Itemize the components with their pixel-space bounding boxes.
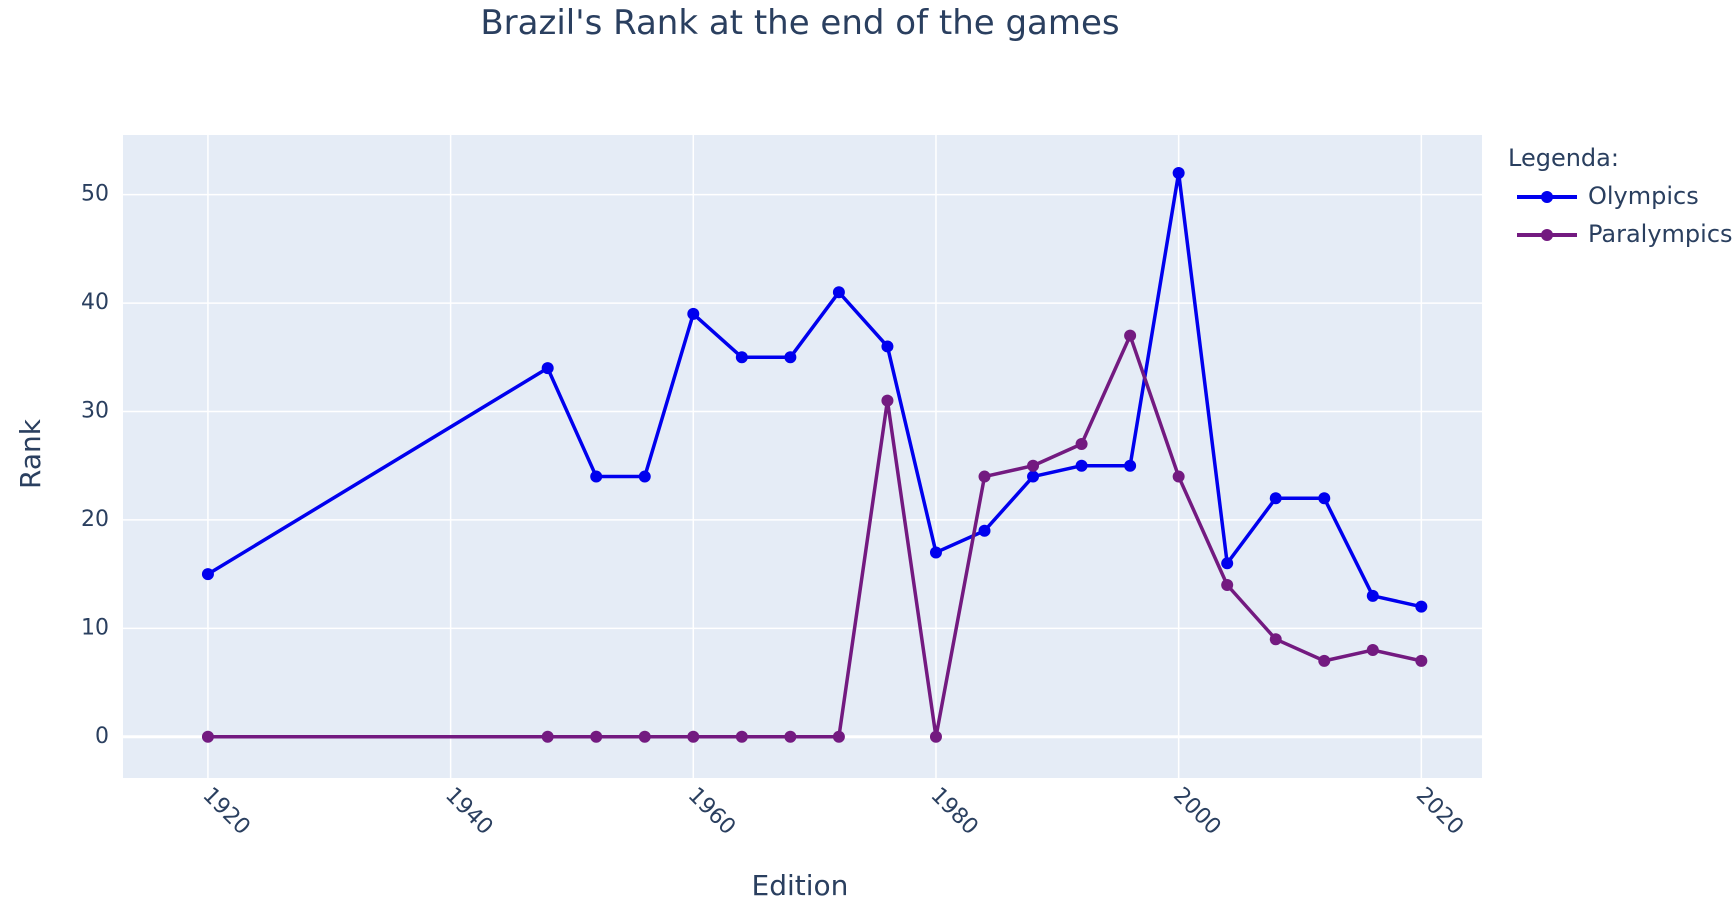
- data-point-paralympics: [735, 730, 748, 743]
- data-point-paralympics: [1366, 644, 1379, 657]
- data-point-olympics: [1221, 557, 1234, 570]
- data-point-paralympics: [201, 730, 214, 743]
- y-tick-label: 40: [81, 290, 109, 315]
- data-point-olympics: [1027, 470, 1040, 483]
- data-point-olympics: [590, 470, 603, 483]
- data-point-paralympics: [832, 730, 845, 743]
- data-point-olympics: [784, 351, 797, 364]
- y-gridlines: [123, 193, 1482, 630]
- data-point-olympics: [1075, 459, 1088, 472]
- legend-item-olympics[interactable]: Olympics: [1517, 182, 1699, 210]
- legend-swatch-marker: [1541, 191, 1553, 203]
- legend-swatch-marker: [1541, 229, 1553, 241]
- y-axis-ticks: 0 10 20 30 40 50: [81, 182, 109, 749]
- data-point-olympics: [735, 351, 748, 364]
- data-point-paralympics: [1318, 654, 1331, 667]
- data-point-paralympics: [1172, 470, 1185, 483]
- data-point-paralympics: [590, 730, 603, 743]
- data-point-paralympics: [541, 730, 554, 743]
- data-point-paralympics: [1027, 459, 1040, 472]
- y-tick-label: 30: [81, 399, 109, 424]
- data-point-paralympics: [1415, 654, 1428, 667]
- y-axis-title: Rank: [14, 418, 47, 489]
- x-axis-title: Edition: [752, 869, 849, 902]
- data-point-olympics: [1269, 492, 1282, 505]
- data-point-olympics: [881, 340, 894, 353]
- x-axis-ticks: 1920 1940 1960 1980 2000 2020: [197, 783, 1468, 840]
- data-point-paralympics: [687, 730, 700, 743]
- data-point-olympics: [201, 568, 214, 581]
- x-tick-label: 2000: [1168, 783, 1225, 840]
- data-point-olympics: [541, 362, 554, 375]
- legend-items: Olympics Paralympics: [1517, 182, 1733, 248]
- data-point-paralympics: [1221, 578, 1234, 591]
- x-tick-label: 1920: [197, 783, 254, 840]
- data-point-paralympics: [638, 730, 651, 743]
- data-point-paralympics: [1124, 329, 1137, 342]
- x-tick-label: 1940: [440, 783, 497, 840]
- data-point-paralympics: [881, 394, 894, 407]
- data-point-olympics: [1366, 589, 1379, 602]
- x-tick-label: 1960: [683, 783, 740, 840]
- data-point-olympics: [1172, 166, 1185, 179]
- data-point-paralympics: [1269, 633, 1282, 646]
- data-point-paralympics: [784, 730, 797, 743]
- y-tick-label: 0: [95, 724, 109, 749]
- chart-title: Brazil's Rank at the end of the games: [480, 3, 1119, 43]
- data-point-olympics: [687, 307, 700, 320]
- legend-title: Legenda:: [1508, 144, 1619, 172]
- data-point-paralympics: [1075, 438, 1088, 451]
- legend-label: Paralympics: [1588, 220, 1733, 248]
- x-tick-label: 1980: [925, 783, 982, 840]
- series-line-olympics: [207, 171, 1422, 609]
- data-point-olympics: [929, 546, 942, 559]
- legend: Legenda: Olympics Paralympics: [1508, 144, 1733, 248]
- y-tick-label: 10: [81, 615, 109, 640]
- x-gridlines: [207, 135, 1423, 778]
- data-point-paralympics: [978, 470, 991, 483]
- data-point-olympics: [1124, 459, 1137, 472]
- data-point-olympics: [1318, 492, 1331, 505]
- series-line-paralympics: [207, 333, 1422, 739]
- data-point-olympics: [1415, 600, 1428, 613]
- series-points: [201, 166, 1428, 743]
- y-tick-label: 50: [81, 182, 109, 207]
- series-lines: [207, 171, 1422, 739]
- x-tick-label: 2020: [1411, 783, 1468, 840]
- plot-area: [123, 135, 1482, 778]
- y-tick-label: 20: [81, 507, 109, 532]
- data-point-paralympics: [929, 730, 942, 743]
- legend-label: Olympics: [1588, 182, 1699, 210]
- data-point-olympics: [832, 286, 845, 299]
- legend-item-paralympics[interactable]: Paralympics: [1517, 220, 1733, 248]
- data-point-olympics: [978, 524, 991, 537]
- data-point-olympics: [638, 470, 651, 483]
